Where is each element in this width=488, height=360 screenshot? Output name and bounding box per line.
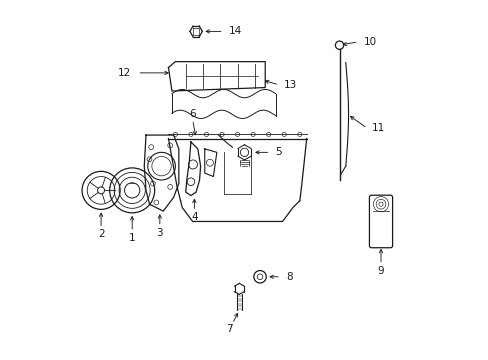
Text: 13: 13	[284, 80, 297, 90]
Text: 11: 11	[371, 123, 384, 133]
Text: 6: 6	[189, 109, 196, 119]
Text: 4: 4	[191, 212, 197, 222]
Text: 1: 1	[129, 233, 135, 243]
Text: 3: 3	[156, 228, 163, 238]
Text: 14: 14	[228, 26, 242, 36]
Text: 2: 2	[98, 229, 104, 239]
Text: 8: 8	[285, 272, 292, 282]
Text: 7: 7	[226, 324, 232, 334]
Text: 10: 10	[363, 37, 376, 47]
Text: 5: 5	[275, 147, 282, 157]
Text: 12: 12	[118, 68, 131, 78]
Text: 9: 9	[377, 266, 384, 275]
